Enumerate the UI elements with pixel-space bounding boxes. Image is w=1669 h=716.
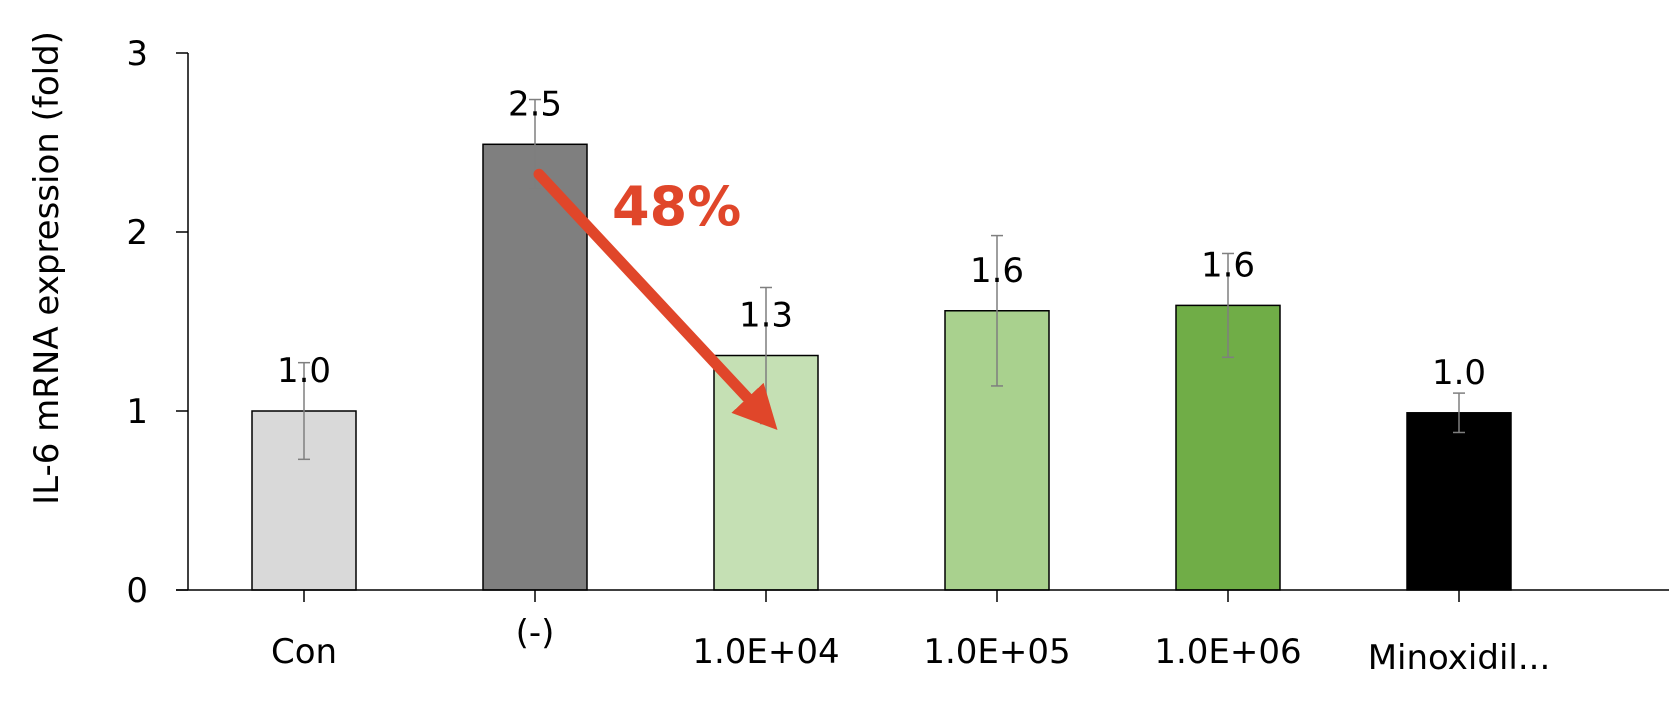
data-label-2: 1.3	[739, 296, 793, 336]
y-tick-label: 2	[126, 213, 148, 253]
bar-1	[482, 143, 588, 591]
y-tick-label: 0	[126, 571, 148, 611]
data-label-1: 2.5	[508, 84, 562, 124]
x-tick-label: (-)	[516, 613, 555, 653]
bars-layer	[251, 98, 1512, 591]
x-tick-label: 1.0E+05	[923, 632, 1070, 672]
x-tick-label: Minoxidil...	[1368, 638, 1551, 678]
data-label-0: 1.0	[277, 351, 331, 391]
x-tick-label: 1.0E+06	[1154, 632, 1301, 672]
x-tick-label: 1.0E+04	[692, 632, 839, 672]
x-tick-label: Con	[271, 632, 337, 672]
y-tick-label: 3	[126, 34, 148, 74]
data-label-5: 1.0	[1432, 353, 1486, 393]
error-bar-0	[298, 361, 310, 461]
error-bar-4	[1222, 252, 1234, 359]
labels-layer: 0 1 2 3 Con (-) 1.0E+04 1.0E+05 1.0E+06 Minoxidil…	[126, 34, 1550, 678]
annotation-label: 48%	[612, 175, 741, 238]
data-label-3: 1.6	[970, 251, 1024, 291]
annotation-arrow	[533, 168, 778, 430]
y-axis-label: IL-6 mRNA expression (fold)	[27, 31, 67, 505]
y-tick-label: 1	[126, 392, 148, 432]
error-bar-3	[991, 234, 1003, 387]
error-bar-5	[1453, 392, 1465, 434]
data-label-4: 1.6	[1201, 245, 1255, 285]
bar-5	[1406, 412, 1512, 591]
axes-layer	[176, 52, 1669, 602]
annotation-layer: 48%	[533, 168, 778, 430]
